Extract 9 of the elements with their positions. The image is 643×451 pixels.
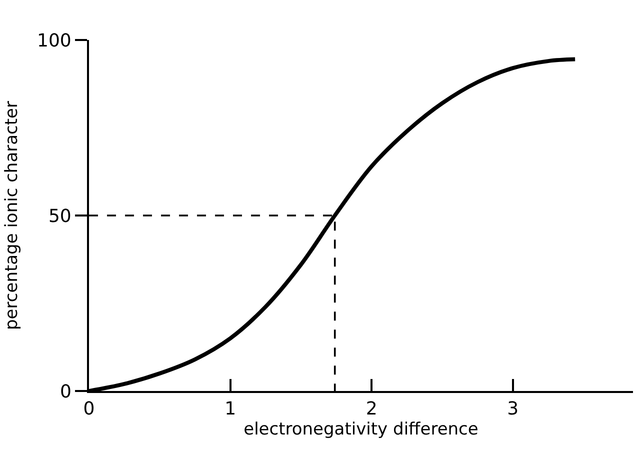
x-tick-label: 3 (507, 398, 519, 420)
y-tick-label: 0 (60, 381, 72, 402)
x-axis-title: electronegativity difference (244, 420, 478, 440)
y-axis-title: percentage ionic character (2, 101, 22, 330)
x-tick-label: 1 (224, 398, 236, 420)
x-tick-label: 2 (366, 398, 378, 420)
y-tick-label: 50 (48, 206, 72, 227)
x-tick-label: 0 (83, 398, 95, 420)
y-tick-label: 100 (37, 30, 72, 52)
